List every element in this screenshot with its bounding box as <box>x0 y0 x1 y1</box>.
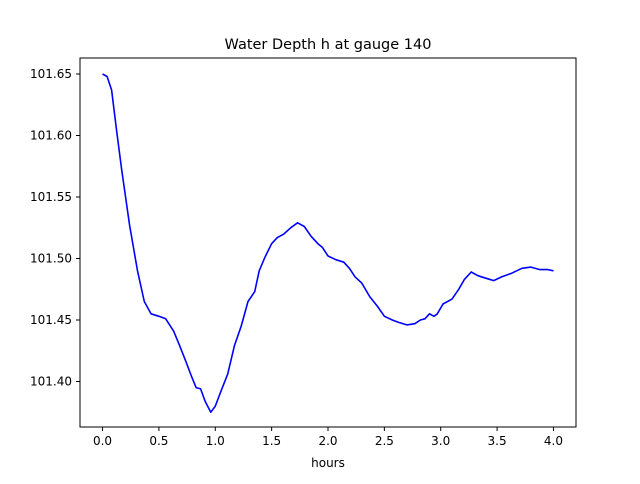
series-line-h <box>102 73 554 413</box>
plot-area-frame <box>79 57 577 428</box>
x-tick-label: 1.5 <box>262 434 281 448</box>
chart-title: Water Depth h at gauge 140 <box>225 37 432 53</box>
x-tick-label: 3.5 <box>488 434 507 448</box>
x-tick-label: 0.5 <box>149 434 168 448</box>
x-axis-label: hours <box>311 456 345 470</box>
y-tick-label: 101.40 <box>30 374 72 388</box>
y-tick-label: 101.55 <box>30 190 72 204</box>
x-tick-label: 1.0 <box>206 434 225 448</box>
y-tick-label: 101.60 <box>30 128 72 142</box>
x-tick-label: 2.5 <box>375 434 394 448</box>
x-tick-label: 2.0 <box>318 434 337 448</box>
x-tick-label: 0.0 <box>93 434 112 448</box>
y-tick-label: 101.65 <box>30 67 72 81</box>
x-tick-label: 4.0 <box>544 434 563 448</box>
x-tick-label: 3.0 <box>431 434 450 448</box>
y-tick-label: 101.45 <box>30 313 72 327</box>
y-tick-label: 101.50 <box>30 251 72 265</box>
